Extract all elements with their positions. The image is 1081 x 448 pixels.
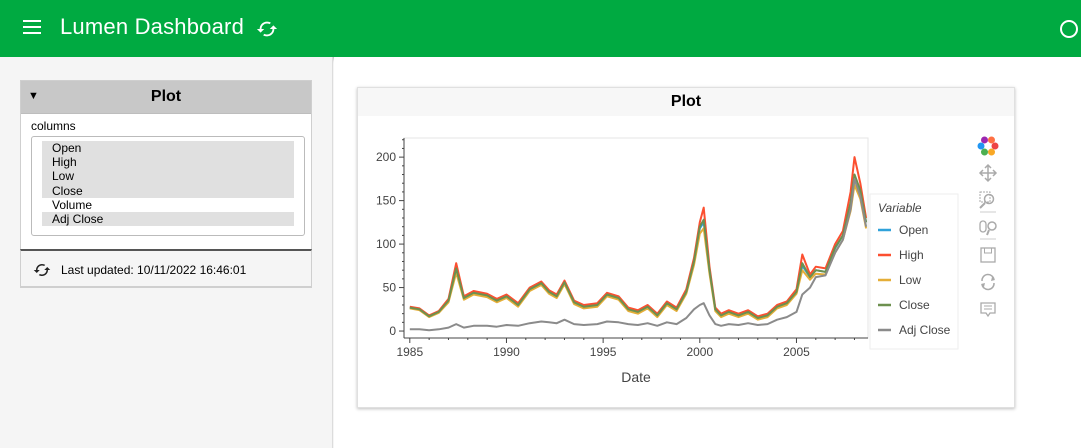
- logo-petal: [991, 142, 999, 150]
- columns-label: columns: [31, 119, 76, 133]
- columns-multiselect[interactable]: Open High Low Close Volume Adj Close: [31, 136, 305, 236]
- save-frame: [980, 247, 996, 263]
- chart-axes: 0 50 100 150 200 1985 1990 1995 2000 2005 Date: [376, 137, 869, 385]
- series-line-adj-close: [409, 177, 868, 332]
- bokeh-logo-icon[interactable]: [977, 136, 999, 156]
- legend-entry[interactable]: Adj Close: [899, 323, 951, 337]
- series-line-high: [409, 156, 868, 318]
- busy-indicator-icon: [1060, 20, 1078, 38]
- reset-heads: [981, 277, 995, 287]
- legend-entry[interactable]: Low: [899, 273, 921, 287]
- hamburger-menu-icon[interactable]: [23, 20, 41, 34]
- series-line-open: [409, 177, 868, 319]
- plot-card: Plot 0 50 100 150 200 1985 1990 1995 2000 2005 Dat…: [357, 87, 1015, 408]
- y-tick-label: 200: [376, 150, 396, 164]
- column-option[interactable]: High: [42, 155, 294, 170]
- y-tick-label: 100: [376, 237, 396, 251]
- chart-toolbar: [977, 136, 999, 318]
- column-option[interactable]: Adj Close: [42, 211, 294, 227]
- collapse-triangle-icon[interactable]: ▼: [28, 90, 39, 102]
- box-zoom-handle: [979, 202, 986, 209]
- x-tick-label: 1985: [396, 345, 423, 359]
- legend-box: [869, 193, 959, 350]
- x-tick-label: 2005: [783, 345, 810, 359]
- pan-icon[interactable]: [978, 163, 998, 183]
- legend-entry[interactable]: High: [899, 248, 924, 262]
- y-tick-label: 50: [383, 281, 397, 295]
- x-axis-label: Date: [621, 369, 651, 385]
- reset-arrows: [981, 273, 995, 291]
- wheel-zoom-handle: [986, 229, 990, 236]
- wheel-zoom-lens: [987, 221, 997, 231]
- plot-card-title: Plot: [358, 88, 1014, 116]
- logo-petal: [988, 148, 995, 156]
- x-tick-label: 1995: [590, 345, 617, 359]
- legend-entry[interactable]: Close: [899, 298, 930, 312]
- logo-petal: [988, 136, 995, 144]
- refresh-small-icon[interactable]: [33, 261, 51, 279]
- legend-entry[interactable]: Open: [899, 223, 928, 237]
- x-tick-label: 2000: [686, 345, 713, 359]
- legend-title: Variable: [878, 201, 922, 215]
- app-title: Lumen Dashboard: [60, 14, 245, 39]
- reset-icon[interactable]: [981, 273, 995, 291]
- last-updated-bar: Last updated: 10/11/2022 16:46:01: [20, 249, 312, 287]
- y-tick-label: 150: [376, 194, 396, 208]
- series-line-close: [409, 173, 868, 319]
- sidebar-card-header[interactable]: ▼ Plot: [21, 81, 311, 114]
- hover-icon[interactable]: [980, 302, 996, 318]
- box-zoom-icon[interactable]: [979, 191, 996, 213]
- refresh-icon[interactable]: [256, 18, 278, 40]
- wheel-zoom-icon[interactable]: [979, 220, 997, 240]
- column-option[interactable]: Open: [42, 141, 294, 156]
- series-line-low: [409, 184, 868, 321]
- save-icon[interactable]: [980, 247, 996, 263]
- last-updated-text: Last updated: 10/11/2022 16:46:01: [61, 263, 247, 277]
- sidebar-card-title: Plot: [150, 88, 182, 105]
- logo-petal: [977, 142, 985, 150]
- chart-legend: Variable Open High Low Close Adj Close: [869, 193, 959, 350]
- mouse-shape: [979, 220, 987, 233]
- column-option[interactable]: Volume: [52, 197, 93, 212]
- x-tick-label: 1990: [493, 345, 520, 359]
- column-option[interactable]: Low: [42, 169, 294, 184]
- pan-shape: [978, 163, 998, 183]
- chart-series: [409, 156, 868, 332]
- logo-petal: [981, 148, 988, 156]
- logo-center: [985, 143, 991, 149]
- column-option[interactable]: Close: [42, 183, 294, 198]
- logo-petal: [981, 136, 988, 144]
- box-zoom-lens: [983, 193, 995, 205]
- save-slot: [984, 247, 992, 254]
- line-chart[interactable]: 0 50 100 150 200 1985 1990 1995 2000 2005 Date Var…: [358, 116, 1014, 407]
- y-tick-label: 0: [389, 324, 396, 338]
- top-header-bar: Lumen Dashboard: [0, 0, 1081, 57]
- hover-bubble: [980, 302, 996, 318]
